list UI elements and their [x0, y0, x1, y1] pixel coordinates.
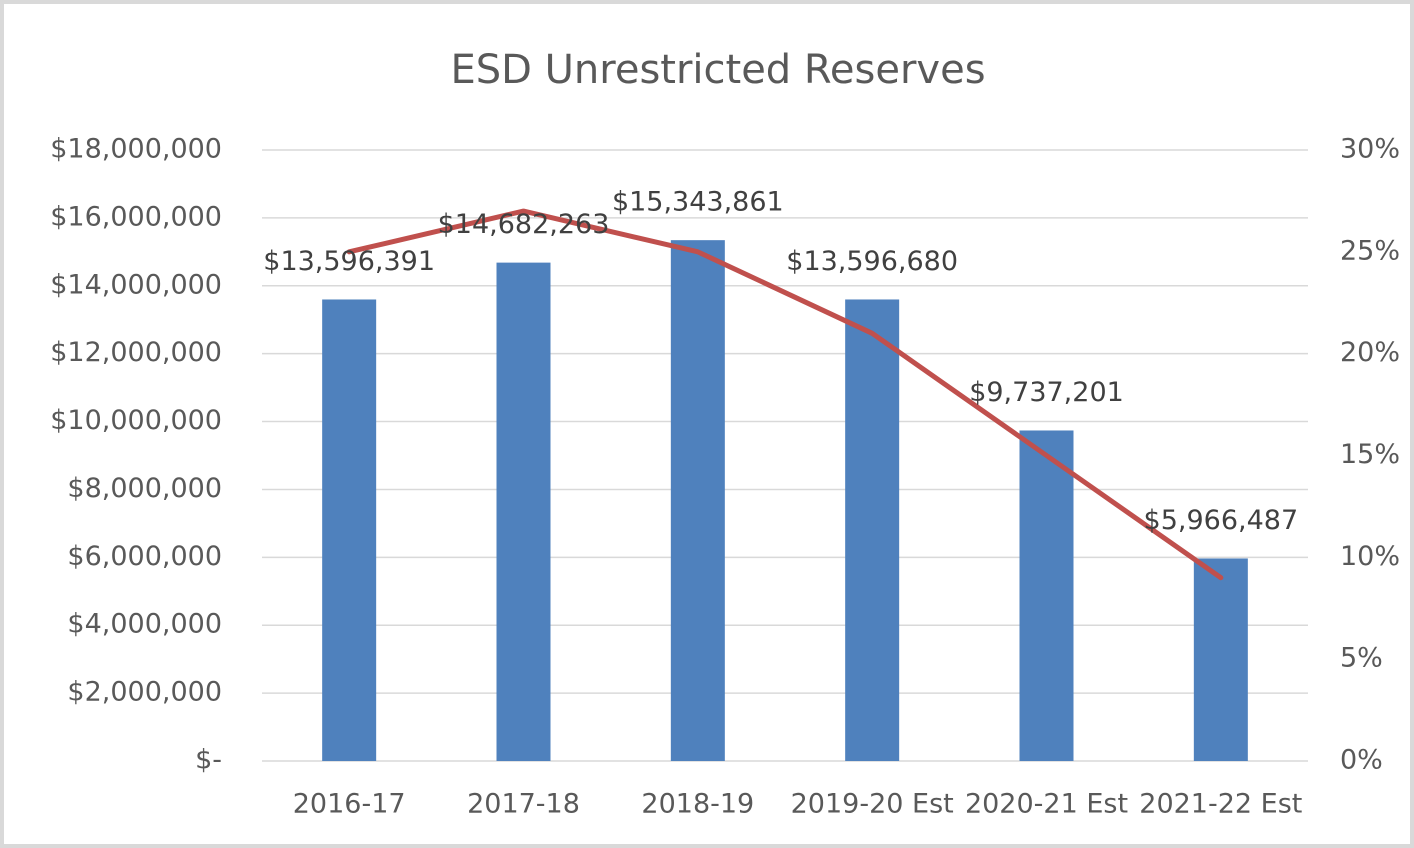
data-label: $14,682,263	[438, 209, 610, 240]
bar	[845, 299, 900, 761]
line	[346, 208, 1224, 581]
y2-tick-label: 30%	[1340, 134, 1400, 165]
y-tick-label: $18,000,000	[50, 134, 222, 165]
x-tick-label: 2017-18	[467, 789, 580, 820]
y-tick-label: $6,000,000	[67, 541, 222, 572]
x-tick-label: 2021-22 Est	[1139, 789, 1302, 820]
bar	[1019, 430, 1074, 761]
y-tick-label: $2,000,000	[67, 677, 222, 708]
y-tick-label: $-	[195, 745, 222, 776]
bar	[670, 240, 725, 762]
y2-tick-label: 10%	[1340, 541, 1400, 572]
x-tick-label: 2019-20 Est	[791, 789, 954, 820]
bar	[496, 262, 551, 761]
y-tick-label: $14,000,000	[50, 269, 222, 300]
data-label: $13,596,391	[263, 246, 435, 277]
y2-tick-label: 15%	[1340, 439, 1400, 470]
y-tick-label: $10,000,000	[50, 405, 222, 436]
x-tick-label: 2020-21 Est	[965, 789, 1128, 820]
y-tick-label: $4,000,000	[67, 609, 222, 640]
y2-tick-label: 0%	[1340, 745, 1383, 776]
y-tick-label: $12,000,000	[50, 337, 222, 368]
y-tick-label: $8,000,000	[67, 473, 222, 504]
data-label: $5,966,487	[1144, 505, 1299, 536]
y-tick-label: $16,000,000	[50, 201, 222, 232]
y2-tick-label: 5%	[1340, 643, 1383, 674]
data-label: $15,343,861	[612, 187, 784, 218]
bar	[322, 299, 377, 761]
chart-title: ESD Unrestricted Reserves	[450, 47, 985, 93]
x-tick-label: 2016-17	[293, 789, 406, 820]
y2-tick-label: 20%	[1340, 337, 1400, 368]
data-label: $13,596,680	[786, 246, 958, 277]
x-tick-label: 2018-19	[641, 789, 754, 820]
data-label: $9,737,201	[969, 377, 1124, 408]
bar	[1193, 558, 1248, 761]
y2-tick-label: 25%	[1340, 235, 1400, 266]
